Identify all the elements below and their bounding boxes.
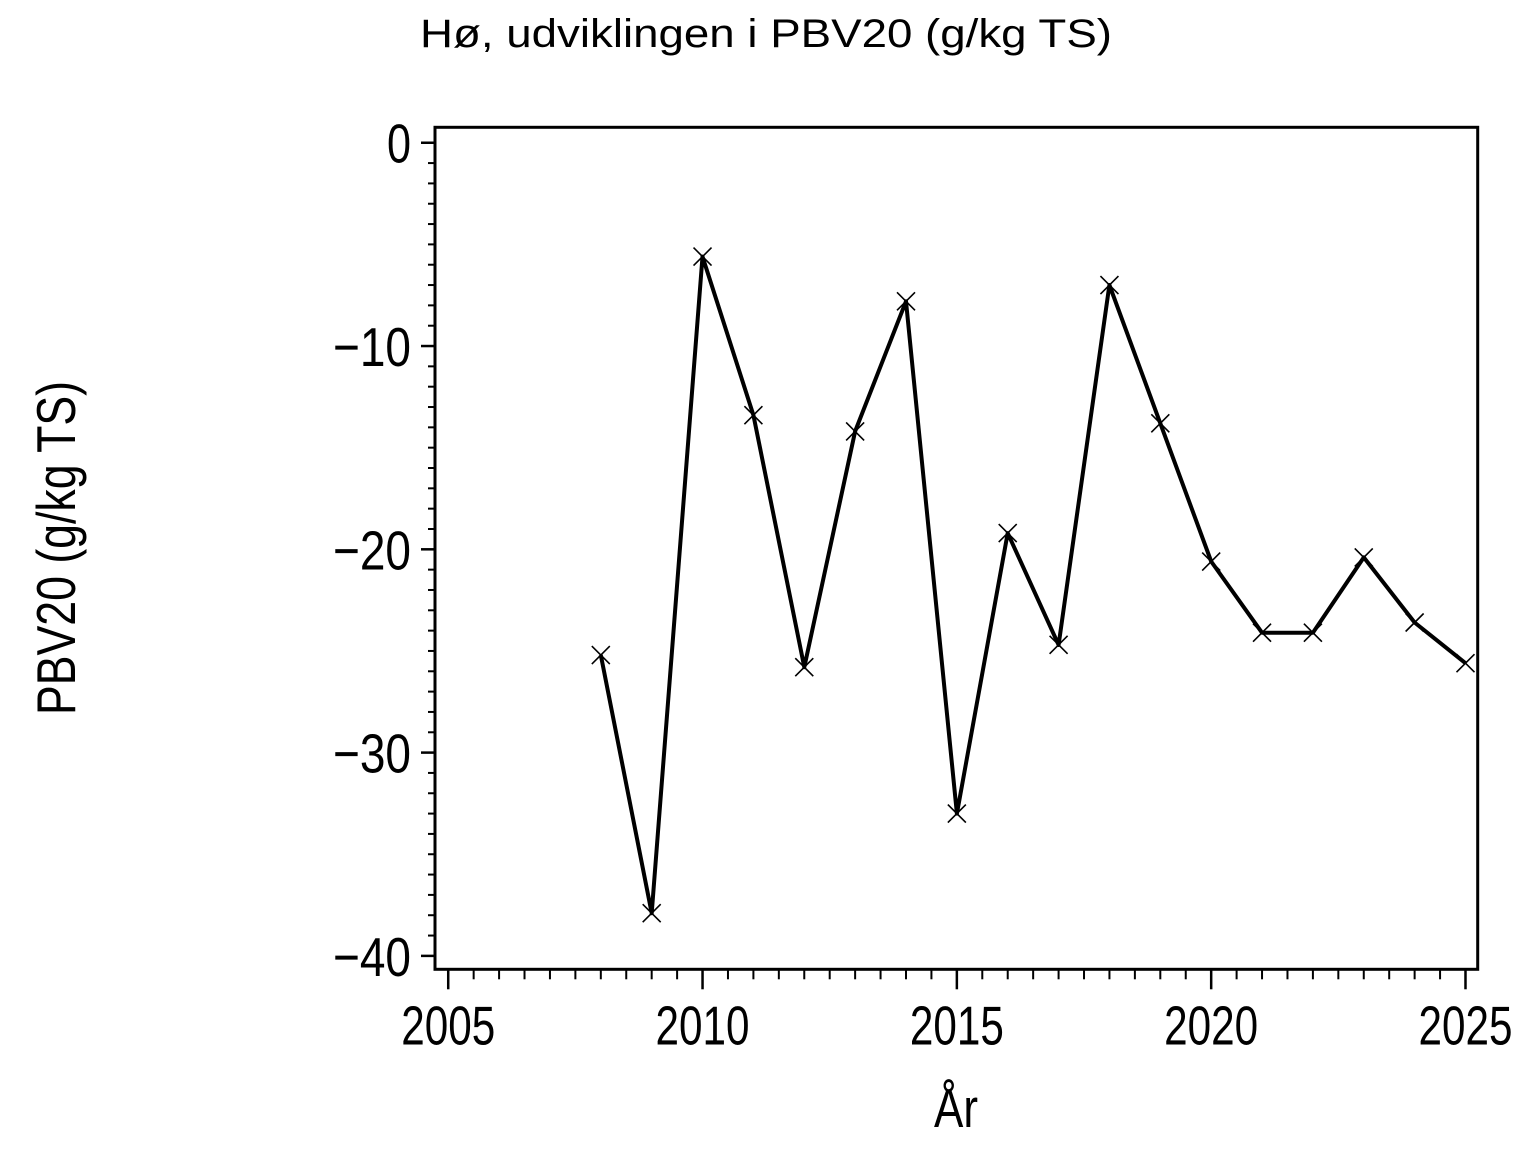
data-point-marker <box>845 421 865 441</box>
chart-title: Hø, udviklingen i PBV20 (g/kg TS) <box>420 12 1112 56</box>
data-point-marker <box>591 645 611 665</box>
x-tick-label: 2005 <box>401 994 495 1056</box>
data-point-marker <box>896 291 916 311</box>
y-axis-label: PBV20 (g/kg TS) <box>25 381 87 715</box>
y-tick-label: −40 <box>333 926 411 988</box>
data-point-marker <box>1201 551 1221 572</box>
x-tick-label: 2020 <box>1164 994 1258 1056</box>
data-point-marker <box>1049 635 1069 655</box>
x-tick-label: 2010 <box>656 994 750 1056</box>
x-axis-label: År <box>934 1077 978 1139</box>
data-point-marker <box>947 804 967 824</box>
data-point-marker <box>1405 612 1425 633</box>
data-point-marker <box>1099 275 1120 295</box>
series-line <box>598 254 1467 916</box>
data-point-marker <box>743 405 763 425</box>
data-point-marker <box>998 523 1018 543</box>
y-tick-label: −30 <box>333 723 411 785</box>
data-point-marker <box>1150 413 1170 433</box>
y-tick-label: −20 <box>333 519 411 581</box>
data-point-marker <box>1455 653 1476 673</box>
y-tick-label: 0 <box>387 113 411 175</box>
y-tick-label: −10 <box>333 316 411 378</box>
data-point-marker <box>1252 623 1272 643</box>
plot-frame <box>433 125 1480 971</box>
data-point-marker <box>692 247 713 267</box>
x-tick-label: 2025 <box>1418 994 1512 1056</box>
data-point-marker <box>1303 623 1323 643</box>
data-point-marker <box>642 903 662 923</box>
series-layer <box>591 247 1476 923</box>
x-tick-label: 2015 <box>910 994 1004 1056</box>
data-point-marker <box>794 657 814 677</box>
data-point-marker <box>1354 547 1374 568</box>
